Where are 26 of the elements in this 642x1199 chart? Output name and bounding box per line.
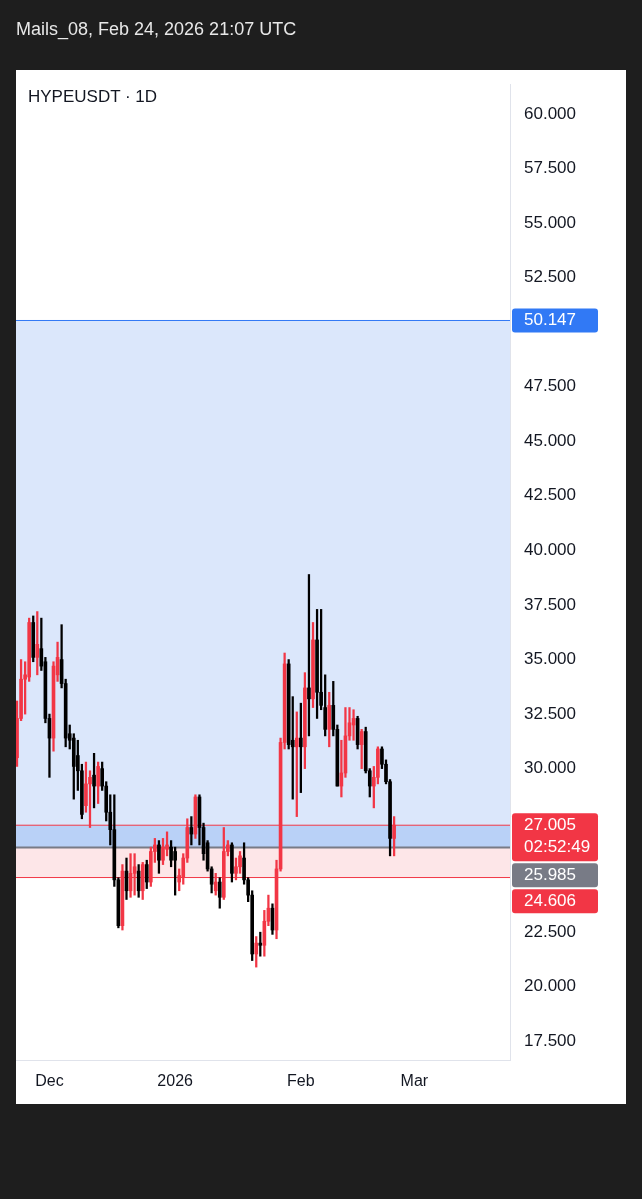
y-tick-label: 40.000 [524, 539, 576, 559]
y-tick-label: 57.500 [524, 158, 576, 178]
y-tick-label: 47.500 [524, 376, 576, 396]
y-tick-label: 20.000 [524, 976, 576, 996]
ref-line-label: 50.147 [524, 310, 576, 330]
y-tick-label: 30.000 [524, 758, 576, 778]
ref-line-label: 25.985 [524, 864, 576, 884]
text: 02:52:49 [524, 836, 591, 856]
y-tick-label: 60.000 [524, 103, 576, 123]
y-tick-label: 32.500 [524, 703, 576, 723]
y-tick-label: 35.000 [524, 649, 576, 669]
ref-line-label: 24.606 [524, 890, 576, 910]
chart-title: HYPEUSDT · 1D [28, 86, 158, 106]
x-tick-label: Mar [400, 1072, 429, 1090]
y-tick-label: 17.500 [524, 1030, 576, 1050]
y-tick-label: 55.000 [524, 212, 576, 232]
text: Mails_08, Feb 24, 2026 21:07 UTC [16, 18, 298, 42]
y-tick-label: 45.000 [524, 430, 576, 450]
x-tick-label: 2026 [157, 1072, 194, 1090]
y-tick-label: 52.500 [524, 267, 576, 287]
y-tick-label: 37.500 [524, 594, 576, 614]
x-tick-label: Dec [35, 1072, 64, 1090]
ref-line-label: 27.005 [524, 814, 576, 834]
y-tick-label: 22.500 [524, 921, 576, 941]
y-tick-label: 42.500 [524, 485, 576, 505]
x-tick-label: Feb [287, 1072, 315, 1090]
